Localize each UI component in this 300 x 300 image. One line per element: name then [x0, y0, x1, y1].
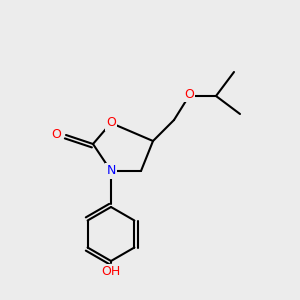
Text: O: O [52, 128, 61, 142]
Text: OH: OH [101, 265, 121, 278]
Text: O: O [106, 116, 116, 130]
Text: N: N [106, 164, 116, 178]
Text: O: O [184, 88, 194, 101]
